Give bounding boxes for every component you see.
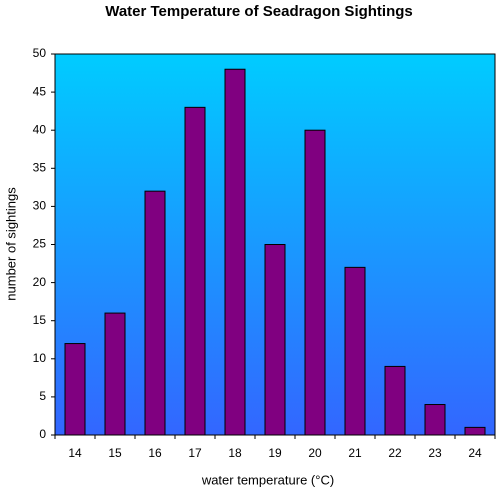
x-tick-label: 24 (468, 446, 482, 460)
bar-16 (144, 190, 166, 436)
y-tick-label: 25 (33, 237, 47, 251)
y-tick-label: 35 (33, 160, 47, 174)
x-tick-label: 19 (268, 446, 282, 460)
y-tick-label: 5 (39, 389, 46, 403)
y-tick-label: 40 (33, 122, 47, 136)
bar-19 (264, 244, 286, 436)
bar-23 (424, 404, 446, 436)
y-tick-label: 15 (33, 313, 47, 327)
bar-24 (464, 426, 486, 436)
y-axis-ticks: 0 5 10 15 20 25 30 35 40 45 50 (33, 46, 55, 441)
x-tick-label: 20 (308, 446, 322, 460)
x-tick-label: 17 (188, 446, 202, 460)
x-tick-label: 21 (348, 446, 362, 460)
x-axis-ticks: 14 15 16 17 18 19 20 21 22 23 24 (54, 435, 496, 460)
y-tick-label: 50 (33, 46, 47, 60)
x-tick-label: 14 (68, 446, 82, 460)
bar-15 (104, 312, 126, 436)
bar-20 (304, 129, 326, 436)
y-axis-title: number of sightings (3, 187, 18, 301)
bar-22 (384, 365, 406, 436)
x-axis-title: water temperature (°C) (201, 472, 334, 487)
bar-21 (344, 266, 366, 436)
bar-14 (64, 343, 86, 436)
x-tick-label: 22 (388, 446, 402, 460)
bar-17 (184, 106, 206, 436)
y-tick-label: 10 (33, 351, 47, 365)
y-tick-label: 20 (33, 275, 47, 289)
x-tick-label: 16 (148, 446, 162, 460)
x-tick-label: 23 (428, 446, 442, 460)
bar-18 (224, 68, 246, 436)
x-tick-label: 15 (108, 446, 122, 460)
bar-group (64, 68, 486, 436)
chart-title: Water Temperature of Seadragon Sightings (105, 3, 413, 20)
x-tick-label: 18 (228, 446, 242, 460)
y-tick-label: 0 (39, 427, 46, 441)
y-tick-label: 30 (33, 199, 47, 213)
y-tick-label: 45 (33, 84, 47, 98)
